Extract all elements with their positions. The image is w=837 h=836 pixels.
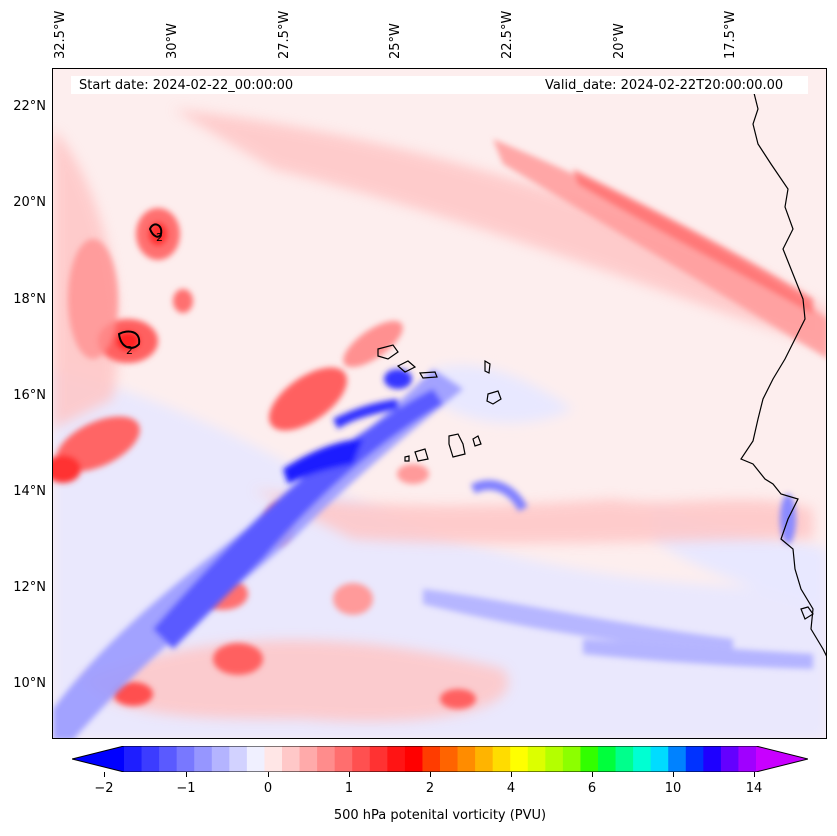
colorbar-tick-label: 2 <box>425 781 435 796</box>
lon-label: 25°W <box>388 23 403 59</box>
colorbar-tick-mark <box>754 772 755 777</box>
colorbar-tick-label: 6 <box>587 781 597 796</box>
lat-label: 12°N <box>13 580 46 595</box>
colorbar-tick-mark <box>511 772 512 777</box>
colorbar-segment <box>229 746 248 772</box>
colorbar-segment <box>211 746 230 772</box>
jet-streak-red <box>493 139 826 358</box>
colorbar-segment <box>159 746 178 772</box>
colorbar-segment <box>282 746 301 772</box>
colorbar-segment <box>246 746 265 772</box>
colorbar-segment <box>650 746 669 772</box>
colorbar-segment <box>615 746 634 772</box>
colorbar-tick-mark <box>673 772 674 777</box>
colorbar-tick-mark <box>430 772 431 777</box>
colorbar <box>72 746 808 772</box>
colorbar-segment <box>124 746 143 772</box>
lon-label: 27.5°W <box>277 10 292 59</box>
island-santiago <box>448 433 466 458</box>
colorbar-segment <box>387 746 406 772</box>
colorbar-segment <box>633 746 652 772</box>
map-canvas: 2 2 <box>53 88 826 738</box>
lat-label: 16°N <box>13 388 46 403</box>
colorbar-tick-mark <box>349 772 350 777</box>
colorbar-extend-min <box>72 746 124 772</box>
colorbar-segment <box>562 746 581 772</box>
colorbar-segment <box>738 746 757 772</box>
lon-label: 17.5°W <box>723 10 738 59</box>
colorbar-segment <box>527 746 546 772</box>
colorbar-segment <box>352 746 371 772</box>
colorbar-tick-mark <box>592 772 593 777</box>
lat-label: 18°N <box>13 292 46 307</box>
colorbar-segment <box>176 746 195 772</box>
island-sal <box>484 359 491 374</box>
colorbar-segment <box>685 746 704 772</box>
colorbar-tick-label: −1 <box>176 781 196 796</box>
lon-label: 20°W <box>612 23 627 59</box>
colorbar-segment <box>580 746 599 772</box>
colorbar-label: 500 hPa potenital vorticity (PVU) <box>333 808 547 823</box>
coastlines <box>377 88 826 657</box>
colorbar-segment <box>334 746 353 772</box>
colorbar-segment <box>598 746 617 772</box>
island-bissagos <box>800 606 814 620</box>
valid-date-text: Valid_date: 2024-02-22T20:00:00.00 <box>545 78 784 93</box>
island-santa-luzia <box>418 371 438 379</box>
colorbar-segment <box>720 746 739 772</box>
island-santo-antao <box>377 344 399 360</box>
lon-label: 30°W <box>165 23 180 59</box>
colorbar-segment <box>141 746 160 772</box>
pv-contour-map: 2 2 <box>52 68 827 739</box>
colorbar-segment <box>703 746 722 772</box>
colorbar-tick-label: 14 <box>745 781 763 796</box>
colorbar-segment <box>492 746 511 772</box>
colorbar-segment <box>422 746 441 772</box>
header-box <box>71 76 808 94</box>
colorbar-segment <box>457 746 476 772</box>
pv-2-contours <box>117 223 163 349</box>
colorbar-segment <box>668 746 687 772</box>
colorbar-segment <box>299 746 318 772</box>
island-boa-vista <box>486 390 502 405</box>
colorbar-tick-label: 10 <box>664 781 682 796</box>
colorbar-segment <box>264 746 283 772</box>
lat-label: 22°N <box>13 99 46 114</box>
colorbar-segment <box>194 746 213 772</box>
island-sao-vicente <box>396 360 417 373</box>
lon-label: 32.5°W <box>53 10 68 59</box>
colorbar-tick-mark <box>186 772 187 777</box>
contour-label-2: 2 <box>126 344 133 357</box>
lat-label: 20°N <box>13 195 46 210</box>
colorbar-segment <box>545 746 564 772</box>
colorbar-segment <box>440 746 459 772</box>
colorbar-segment <box>510 746 529 772</box>
colorbar-extend-max <box>756 746 808 772</box>
colorbar-tick-label: 0 <box>263 781 273 796</box>
colorbar-segment <box>404 746 423 772</box>
colorbar-tick-label: 4 <box>506 781 516 796</box>
island-fogo <box>414 448 429 462</box>
lat-label: 10°N <box>13 676 46 691</box>
colorbar-segment <box>317 746 336 772</box>
blue-band <box>53 369 813 738</box>
contour-label-1: 2 <box>156 231 163 244</box>
colorbar-segment <box>369 746 388 772</box>
colorbar-tick-label: 1 <box>344 781 354 796</box>
colorbar-tick-mark <box>268 772 269 777</box>
island-maio <box>472 435 482 447</box>
lat-label: 14°N <box>13 484 46 499</box>
start-date-text: Start date: 2024-02-22_00:00:00 <box>79 78 294 93</box>
lon-label: 22.5°W <box>500 10 515 59</box>
africa-coastline <box>740 88 826 657</box>
colorbar-segment <box>475 746 494 772</box>
island-brava <box>404 455 410 462</box>
colorbar-tick-mark <box>104 772 105 777</box>
colorbar-tick-label: −2 <box>94 781 114 796</box>
